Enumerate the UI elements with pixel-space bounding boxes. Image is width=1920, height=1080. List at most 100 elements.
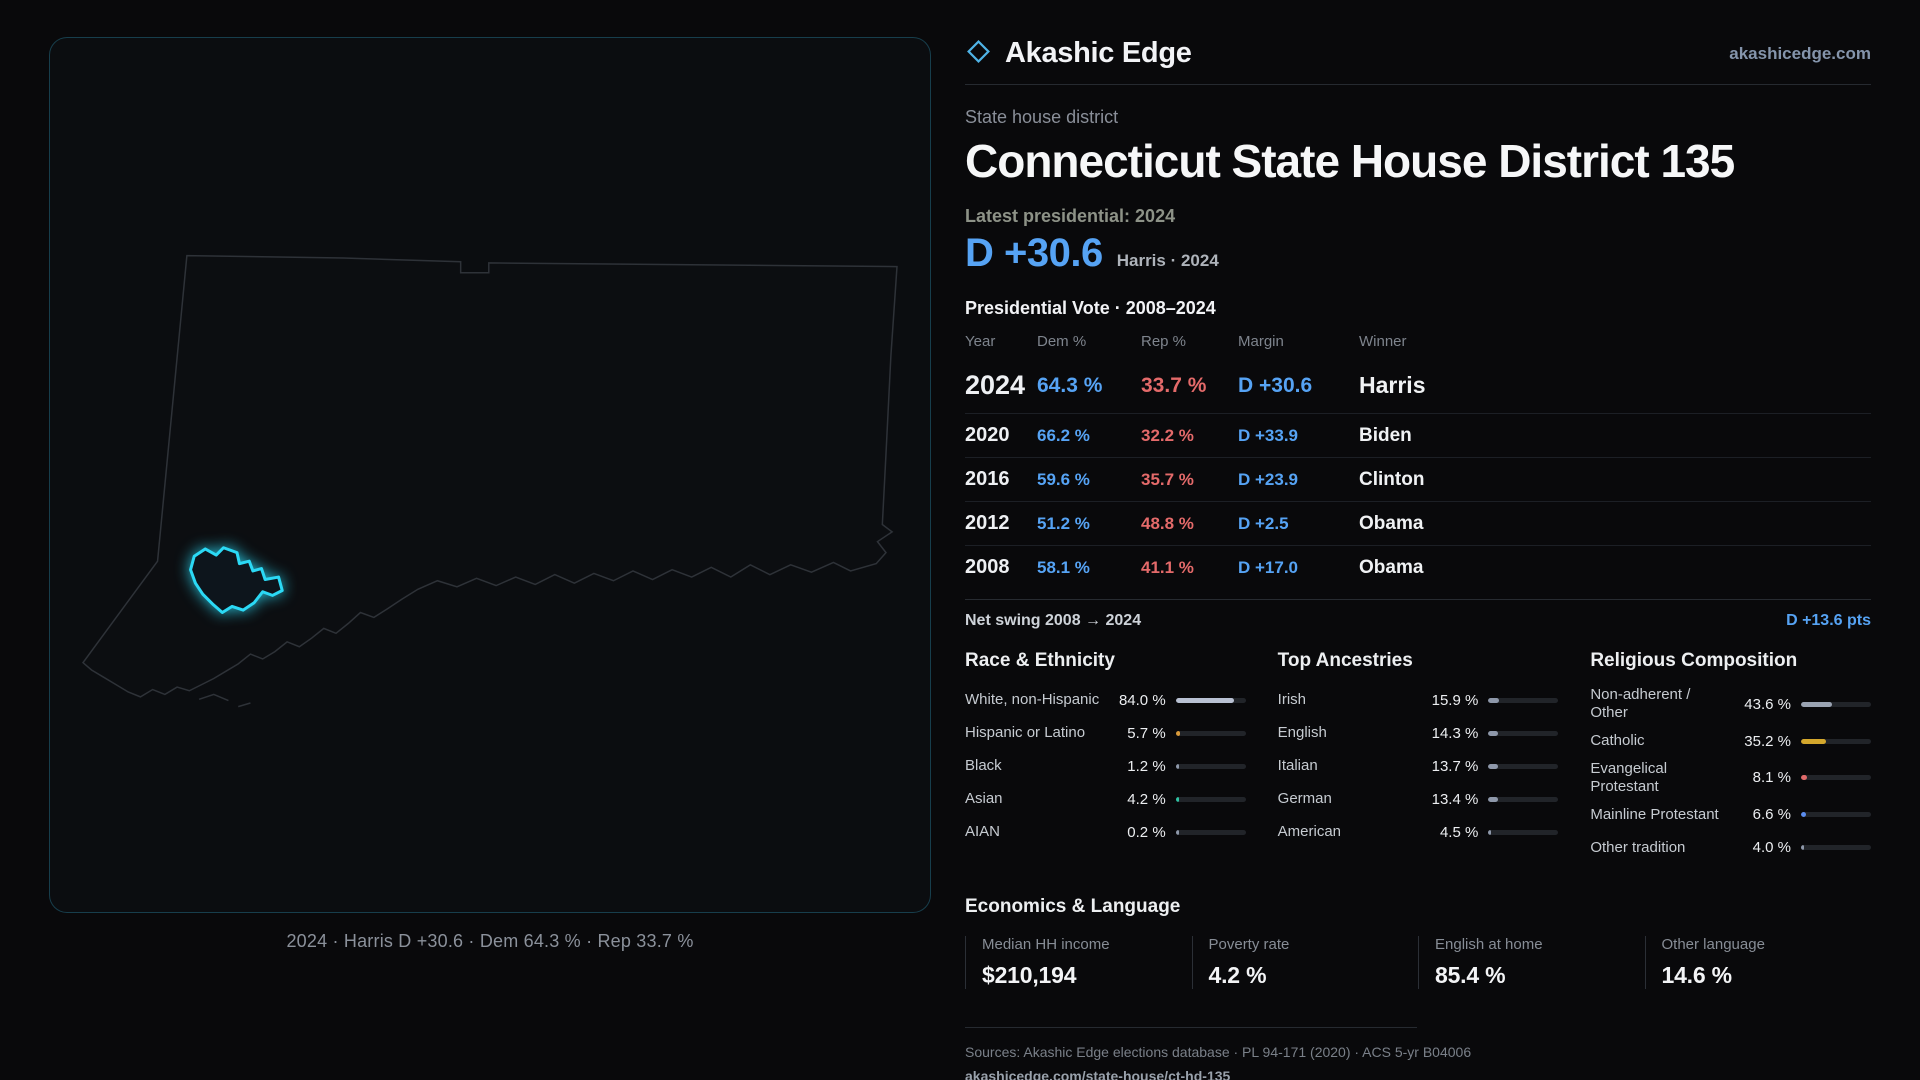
demo-label: German (1277, 790, 1332, 808)
demo-value: 13.4 % (1431, 791, 1479, 808)
col-header-rep: Rep % (1141, 333, 1187, 350)
stat-other-language: Other language 14.6 % (1644, 936, 1872, 990)
demo-value: 35.2 % (1744, 732, 1791, 750)
cell-year: 2008 (965, 556, 1010, 578)
demo-bar (1488, 830, 1559, 835)
demo-value: 6.6 % (1752, 806, 1791, 824)
brand-domain-link[interactable]: akashicedge.com (1729, 43, 1871, 63)
race-ethnicity-column: Race & Ethnicity White, non-Hispanic 84.… (965, 650, 1246, 864)
connecticut-map (50, 38, 930, 912)
demo-label: AIAN (965, 823, 1001, 841)
demo-label: Italian (1277, 757, 1318, 775)
headline-margin-row: D +30.6 Harris · 2024 (965, 231, 1871, 276)
permalink[interactable]: akashicedge.com/state-house/ct-hd-135 (965, 1068, 1231, 1080)
demo-bar (1175, 764, 1246, 769)
demo-label: American (1277, 823, 1342, 841)
demo-value: 43.6 % (1744, 695, 1791, 713)
table-row-2012: 2012 51.2 % 48.8 % D +2.5 Obama (965, 501, 1871, 545)
cell-margin: D +33.9 (1238, 425, 1299, 445)
religion-column: Religious Composition Non-adherent / Oth… (1590, 650, 1871, 864)
map-column: 2024 · Harris D +30.6 · Dem 64.3 % · Rep… (49, 37, 931, 1080)
brand-header: Akashic Edge akashicedge.com (965, 37, 1871, 70)
demo-row: White, non-Hispanic 84.0 % (965, 684, 1246, 717)
demo-value: 84.0 % (1118, 692, 1166, 709)
demo-bar (1488, 731, 1559, 736)
state-outline (83, 256, 897, 697)
demo-bar (1800, 812, 1871, 818)
stat-poverty-rate: Poverty rate 4.2 % (1191, 936, 1419, 990)
table-header-row: Year Dem % Rep % Margin Winner (965, 319, 1871, 358)
demo-bar (1175, 731, 1246, 736)
latest-presidential-label: Latest presidential: 2024 (965, 206, 1176, 226)
net-swing-row: Net swing 2008 → 2024 D +13.6 pts (965, 599, 1871, 630)
ancestries-title: Top Ancestries (1277, 650, 1413, 671)
demo-row: Evangelical Protestant 8.1 % (1590, 758, 1871, 799)
demo-row: Irish 15.9 % (1278, 684, 1559, 717)
demo-value: 4.5 % (1439, 824, 1479, 841)
cell-margin: D +2.5 (1238, 513, 1289, 533)
cell-winner: Harris (1359, 372, 1426, 398)
demo-bar (1488, 797, 1559, 802)
cell-year: 2016 (965, 468, 1010, 490)
cell-dem-pct: 64.3 % (1037, 373, 1103, 397)
col-header-margin: Margin (1238, 333, 1284, 350)
race-ethnicity-title: Race & Ethnicity (965, 650, 1115, 671)
col-header-dem: Dem % (1037, 333, 1087, 350)
demo-value: 8.1 % (1752, 769, 1791, 787)
cell-year: 2012 (965, 512, 1010, 534)
demo-label: Black (965, 757, 1002, 775)
economics-title: Economics & Language (965, 896, 1181, 918)
demo-row: Other tradition 4.0 % (1590, 831, 1871, 864)
demo-row: German 13.4 % (1278, 783, 1559, 816)
cell-rep-pct: 33.7 % (1141, 373, 1207, 397)
demo-bar (1175, 797, 1246, 802)
demo-label: Evangelical Protestant (1590, 759, 1668, 795)
demo-row: Non-adherent / Other 43.6 % (1590, 684, 1871, 725)
brand-name: Akashic Edge (1005, 37, 1192, 69)
sources-text: Sources: Akashic Edge elections database… (965, 1044, 1472, 1061)
demo-value: 13.7 % (1431, 758, 1479, 775)
demo-value: 1.2 % (1127, 758, 1166, 775)
cell-dem-pct: 59.6 % (1037, 469, 1090, 489)
demo-row: Catholic 35.2 % (1590, 725, 1871, 758)
cell-margin: D +17.0 (1238, 557, 1299, 577)
demo-label: Irish (1277, 691, 1306, 709)
stat-value: 4.2 % (1208, 962, 1267, 989)
stat-label: Median HH income (982, 936, 1110, 954)
cell-winner: Biden (1359, 424, 1412, 446)
page-title: Connecticut State House District 135 (965, 135, 1735, 187)
cell-winner: Obama (1359, 512, 1424, 534)
cell-winner: Obama (1359, 556, 1424, 578)
cell-year: 2024 (965, 370, 1026, 400)
cell-winner: Clinton (1359, 468, 1425, 490)
cell-rep-pct: 32.2 % (1141, 425, 1194, 445)
stat-value: 85.4 % (1435, 962, 1506, 989)
cell-rep-pct: 48.8 % (1141, 513, 1194, 533)
stat-value: $210,194 (982, 962, 1077, 989)
cell-dem-pct: 66.2 % (1037, 425, 1090, 445)
stat-label: English at home (1435, 936, 1543, 954)
cell-margin: D +30.6 (1238, 373, 1313, 397)
demo-row: American 4.5 % (1278, 816, 1559, 849)
cell-dem-pct: 51.2 % (1037, 513, 1090, 533)
table-row-2008: 2008 58.1 % 41.1 % D +17.0 Obama (965, 545, 1871, 589)
table-row-2020: 2020 66.2 % 32.2 % D +33.9 Biden (965, 413, 1871, 457)
table-row-2024: 2024 64.3 % 33.7 % D +30.6 Harris (965, 358, 1871, 413)
stat-label: Poverty rate (1208, 936, 1290, 954)
vote-table-title: Presidential Vote · 2008–2024 (965, 298, 1216, 318)
net-swing-value: D +13.6 pts (1786, 612, 1871, 629)
kicker: State house district (965, 107, 1119, 127)
demo-bar (1175, 698, 1246, 703)
header-divider (965, 84, 1871, 85)
cell-rep-pct: 35.7 % (1141, 469, 1194, 489)
demo-value: 4.0 % (1752, 839, 1791, 857)
religion-title: Religious Composition (1590, 650, 1798, 671)
demo-label: English (1277, 724, 1327, 742)
demo-bar (1800, 845, 1871, 851)
demo-label: Hispanic or Latino (965, 724, 1086, 742)
net-swing-label: Net swing 2008 → 2024 (965, 612, 1142, 629)
demo-value: 5.7 % (1127, 725, 1166, 742)
demo-label: Non-adherent / Other (1590, 686, 1691, 722)
demo-bar (1175, 830, 1246, 835)
demo-row: Mainline Protestant 6.6 % (1590, 798, 1871, 831)
